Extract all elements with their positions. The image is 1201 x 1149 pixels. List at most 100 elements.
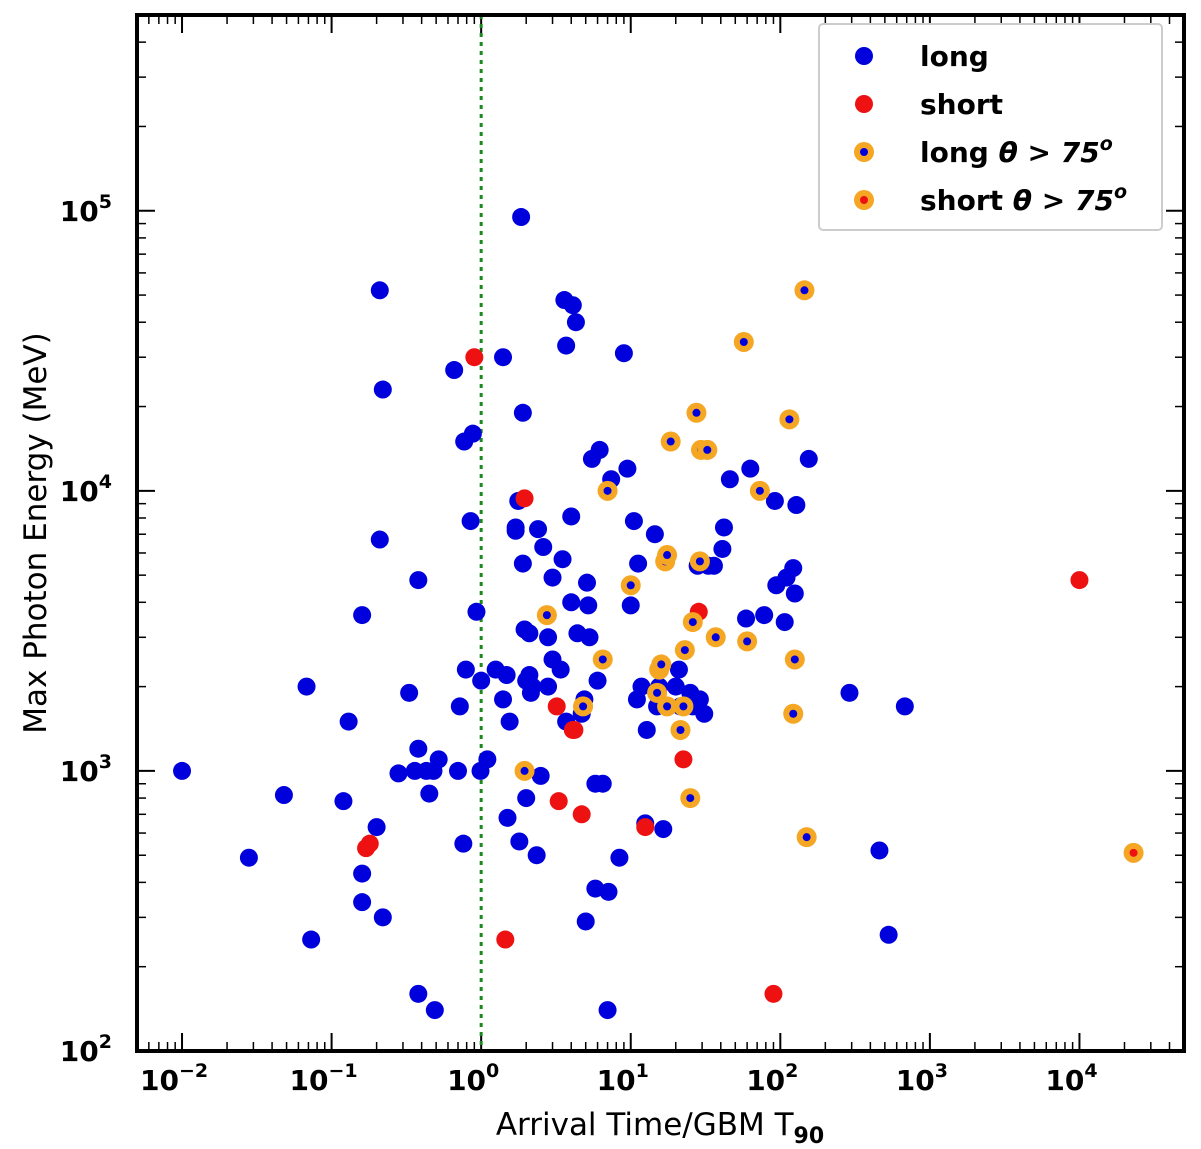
point-short xyxy=(572,805,591,824)
x-axis-label-subscript: 90 xyxy=(794,1124,825,1149)
point-long xyxy=(506,518,525,537)
point-long xyxy=(553,550,572,569)
point-long_hi-core xyxy=(688,618,697,627)
point-long xyxy=(551,660,570,679)
point-short xyxy=(496,930,515,949)
legend-theta-sup-long: o xyxy=(1100,133,1113,155)
point-long xyxy=(755,606,774,625)
x-tick-exponent: 3 xyxy=(935,1060,948,1082)
point-long xyxy=(539,677,558,696)
point-long xyxy=(799,449,818,468)
legend-box xyxy=(818,23,1163,231)
y-tick-exponent: 4 xyxy=(99,471,112,493)
y-tick-base: 10 xyxy=(60,755,99,788)
point-long xyxy=(576,912,595,931)
point-long xyxy=(590,440,609,459)
point-long xyxy=(478,750,497,769)
point-long_hi-core xyxy=(743,637,752,646)
point-long xyxy=(787,496,806,515)
x-tick-base: 10 xyxy=(447,1064,486,1097)
point-long xyxy=(690,690,709,709)
point-long xyxy=(173,761,192,780)
point-long xyxy=(448,761,467,780)
x-tick-base: 10 xyxy=(140,1064,179,1097)
point-long xyxy=(429,750,448,769)
point-long xyxy=(529,520,548,539)
point-long xyxy=(629,554,648,573)
point-long xyxy=(593,774,612,793)
x-tick-exponent: 2 xyxy=(785,1060,798,1082)
point-long xyxy=(840,683,859,702)
point-long xyxy=(467,602,486,621)
point-long xyxy=(497,666,516,685)
point-long xyxy=(785,584,804,603)
point-short xyxy=(674,750,693,769)
y-tick-exponent: 3 xyxy=(99,751,112,773)
point-long xyxy=(517,789,536,808)
point-long xyxy=(353,864,372,883)
point-long xyxy=(579,596,598,615)
point-long xyxy=(562,507,581,526)
point-long xyxy=(637,720,656,739)
point-long xyxy=(534,538,553,557)
point-long xyxy=(334,792,353,811)
x-tick-exponent: 1 xyxy=(636,1060,649,1082)
point-long xyxy=(618,459,637,478)
point-long xyxy=(610,848,629,867)
point-long xyxy=(624,512,643,531)
point-short xyxy=(1070,571,1089,590)
point-long xyxy=(425,1001,444,1020)
point-long_hi-core xyxy=(542,611,551,620)
point-long xyxy=(500,712,519,731)
point-long xyxy=(527,846,546,865)
point-long xyxy=(274,786,293,805)
legend-label-long-theta: long θ > 75o xyxy=(920,133,1113,169)
y-tick-label: 103 xyxy=(60,751,112,788)
x-tick-base: 10 xyxy=(1045,1064,1084,1097)
point-long xyxy=(563,296,582,315)
point-long xyxy=(720,470,739,489)
point-long xyxy=(353,893,372,912)
point-long_hi-core xyxy=(598,655,607,664)
point-long_hi-core xyxy=(663,551,672,560)
legend-marker-long-core xyxy=(860,148,868,156)
y-axis-label: Max Photon Energy (MeV) xyxy=(18,332,54,733)
legend-label-short-theta: short θ > 75o xyxy=(920,181,1127,217)
point-long xyxy=(409,739,428,758)
point-long xyxy=(895,697,914,716)
data-points xyxy=(173,208,1144,1020)
x-tick-base: 10 xyxy=(597,1064,636,1097)
point-long_hi-core xyxy=(626,581,635,590)
point-short xyxy=(465,348,484,367)
y-tick-base: 10 xyxy=(60,475,99,508)
point-long_hi-core xyxy=(603,486,612,495)
point-long xyxy=(445,361,464,380)
point-long xyxy=(494,690,513,709)
point-long xyxy=(450,697,469,716)
point-long xyxy=(302,930,321,949)
point-long xyxy=(513,403,532,422)
x-tick-label: 101 xyxy=(597,1060,649,1097)
point-short xyxy=(549,792,568,811)
legend-theta-expr-short: θ > 75 xyxy=(1013,184,1114,217)
point-short xyxy=(636,818,655,837)
point-long xyxy=(370,530,389,549)
point-long xyxy=(239,848,258,867)
x-tick-labels: 10−2 10−1 100 101 102 103 104 xyxy=(140,1060,1098,1097)
legend-label-short-theta-text: short xyxy=(920,184,1013,217)
point-long xyxy=(714,518,733,537)
point-long xyxy=(520,624,539,643)
point-long xyxy=(669,660,688,679)
point-long_hi-core xyxy=(657,660,666,669)
y-tick-exponent: 2 xyxy=(99,1031,112,1053)
x-tick-base: 10 xyxy=(290,1064,329,1097)
legend-theta-sup-short: o xyxy=(1114,181,1127,203)
point-long xyxy=(870,841,889,860)
point-long xyxy=(775,613,794,632)
point-long_hi-core xyxy=(663,702,672,711)
point-long xyxy=(389,764,408,783)
point-long xyxy=(784,559,803,578)
y-tick-label: 102 xyxy=(60,1031,112,1068)
y-tick-label: 105 xyxy=(60,191,112,228)
